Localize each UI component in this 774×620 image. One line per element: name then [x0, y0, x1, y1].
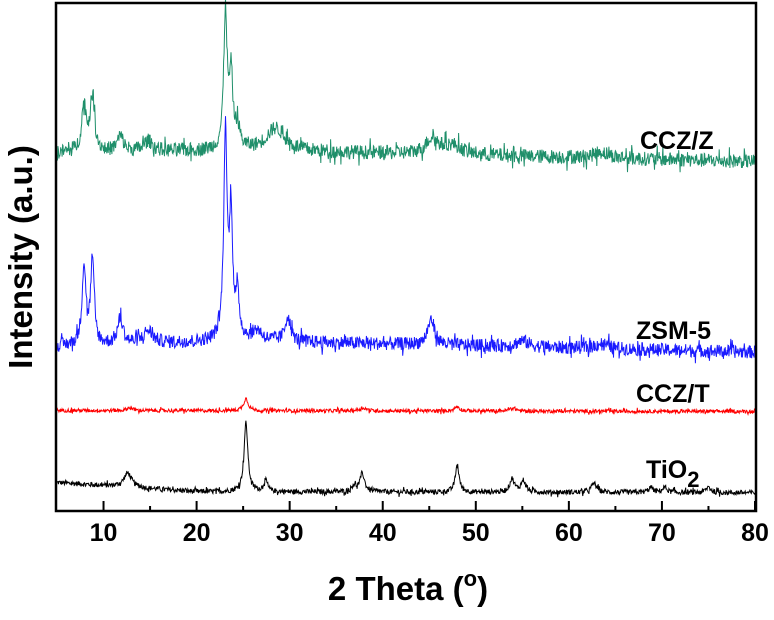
x-tick-label: 50	[462, 519, 490, 547]
series-line-ccz-z	[56, 0, 756, 173]
x-tick-label: 70	[648, 519, 676, 547]
x-tick-label: 10	[90, 519, 118, 547]
series-line-tio	[56, 420, 756, 498]
x-tick-label: 20	[183, 519, 211, 547]
x-tick-label: 60	[555, 519, 583, 547]
series-label-tio2: TiO2	[646, 456, 699, 492]
series-line-zsm-5	[56, 116, 756, 364]
x-axis-title-degree: o	[464, 566, 477, 591]
series-label-tio2-sub: 2	[687, 467, 699, 492]
series-label-zsm-5: ZSM-5	[636, 317, 711, 345]
series-label-tio2-main: TiO	[646, 456, 687, 484]
series-label-ccz-t: CCZ/T	[636, 380, 710, 408]
x-tick-label: 80	[741, 519, 769, 547]
series-layer	[56, 0, 756, 498]
x-ticks: 10 20 30 40 50 60 70 80	[90, 501, 769, 547]
y-axis-title: Intensity (a.u.)	[2, 145, 39, 369]
x-axis-title: 2 Theta (o)	[328, 566, 488, 607]
x-axis-title-close: )	[477, 570, 488, 607]
x-axis-title-text: 2 Theta (	[328, 570, 464, 607]
series-label-ccz-z: CCZ/Z	[640, 127, 714, 155]
x-tick-label: 40	[369, 519, 397, 547]
series-line-ccz-t	[56, 397, 756, 416]
plot-frame	[54, 1, 758, 513]
x-tick-label: 30	[276, 519, 304, 547]
